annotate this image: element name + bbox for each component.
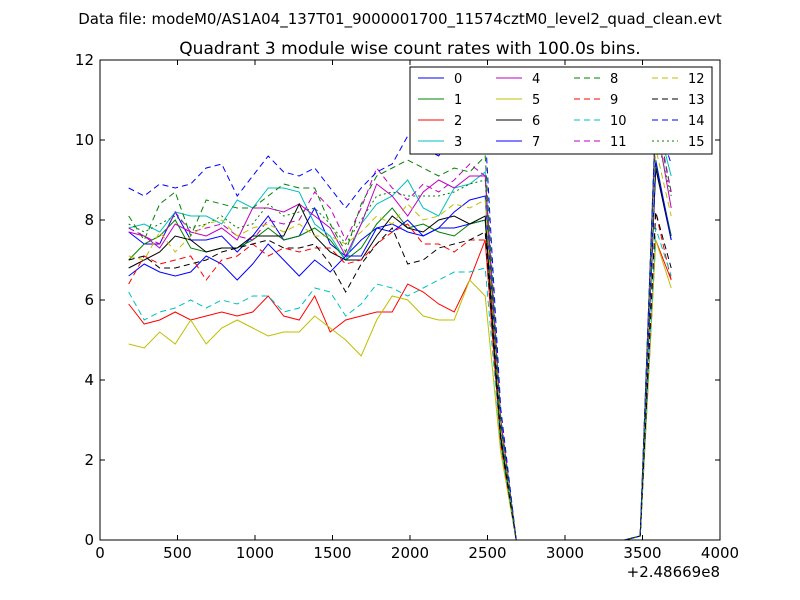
x-tick-label: 1000: [236, 544, 274, 562]
x-tick-label: 3500: [623, 544, 661, 562]
legend-label-6: 6: [532, 114, 540, 129]
x-tick-label: 2000: [391, 544, 429, 562]
legend-label-8: 8: [610, 72, 618, 87]
x-tick-label: 0: [95, 544, 105, 562]
x-tick-label: 1500: [313, 544, 351, 562]
y-tick-label: 10: [75, 131, 94, 149]
y-tick-label: 4: [84, 371, 94, 389]
legend-label-0: 0: [454, 72, 462, 87]
legend-label-13: 13: [688, 93, 705, 108]
x-tick-label: 3000: [546, 544, 584, 562]
legend-label-1: 1: [454, 93, 462, 108]
legend-label-2: 2: [454, 114, 462, 129]
y-tick-label: 0: [84, 531, 94, 549]
legend-label-12: 12: [688, 72, 705, 87]
series-line-14: [128, 115, 672, 541]
legend-label-5: 5: [532, 93, 540, 108]
y-tick-label: 2: [84, 451, 94, 469]
x-tick-label: 500: [163, 544, 192, 562]
y-tick-label: 8: [84, 211, 94, 229]
x-offset-label: +2.48669e8: [627, 563, 720, 581]
y-tick-label: 6: [84, 291, 94, 309]
legend-label-7: 7: [532, 135, 540, 150]
legend-label-11: 11: [610, 135, 627, 150]
legend-label-9: 9: [610, 93, 618, 108]
chart-title: Quadrant 3 module wise count rates with …: [179, 39, 640, 59]
x-tick-label: 4000: [701, 544, 739, 562]
legend-label-4: 4: [532, 72, 540, 87]
data-file-label: Data file: modeM0/AS1A04_137T01_90000017…: [78, 10, 722, 29]
plot-frame: [99, 59, 721, 541]
legend-label-15: 15: [688, 135, 705, 150]
x-tick-label: 2500: [468, 544, 506, 562]
legend-label-10: 10: [610, 114, 627, 129]
y-tick-label: 12: [75, 51, 94, 69]
legend-box: [409, 66, 713, 155]
legend-label-14: 14: [688, 114, 705, 129]
legend-label-3: 3: [454, 135, 462, 150]
tick-layer: 0 500 1000 1500 2000 2500 3000 3500 400002468101…: [75, 51, 739, 562]
